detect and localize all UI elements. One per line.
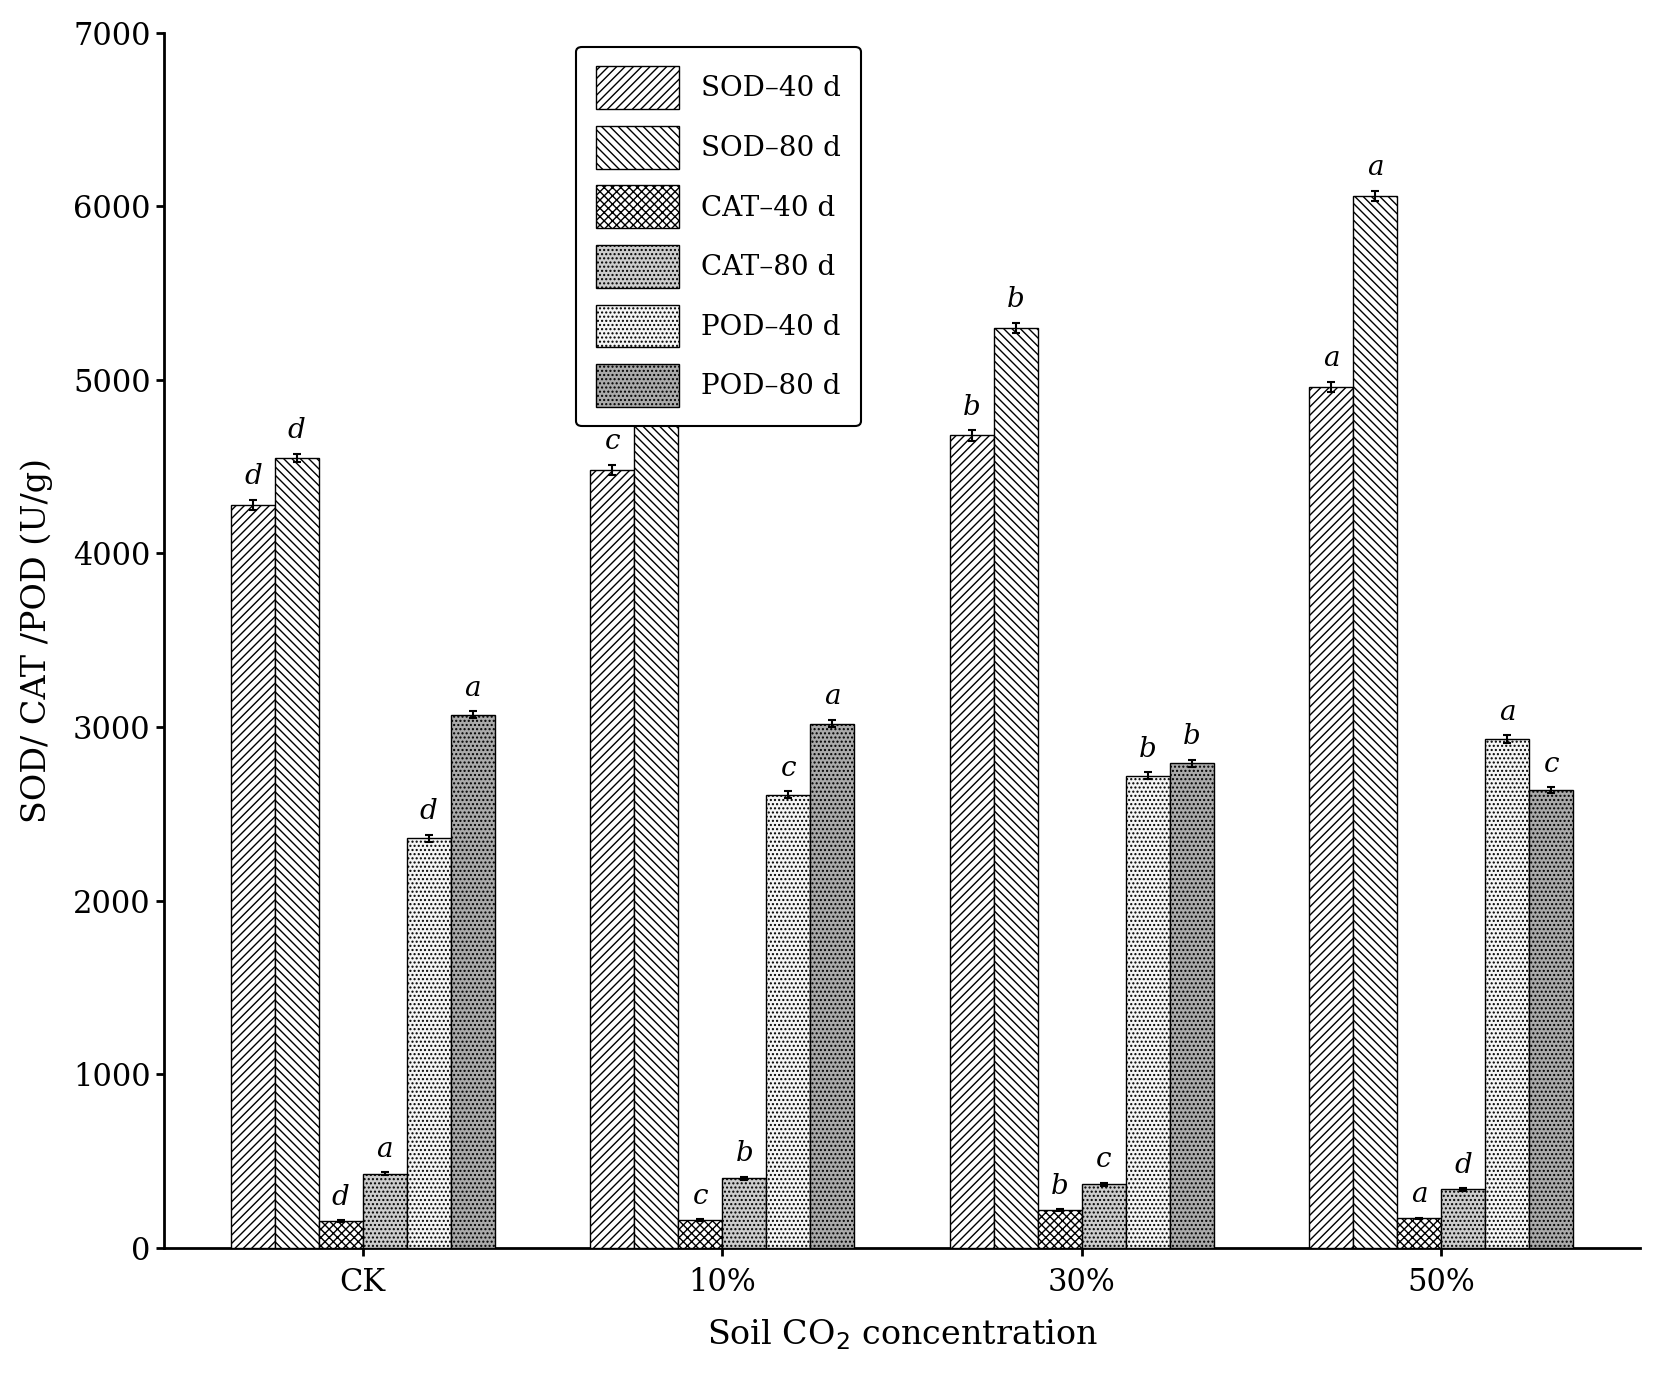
Bar [1169,763,1214,1248]
Bar [274,459,319,1248]
Text: a: a [1367,154,1384,181]
X-axis label: Soil CO$_2$ concentration: Soil CO$_2$ concentration [706,1318,1098,1352]
Bar [231,505,274,1248]
Bar [319,1221,362,1248]
Text: a: a [377,1135,394,1163]
Legend: SOD–40 d, SOD–80 d, CAT–40 d, CAT–80 d, POD–40 d, POD–80 d: SOD–40 d, SOD–80 d, CAT–40 d, CAT–80 d, … [576,47,860,427]
Bar [766,795,811,1248]
Text: c: c [781,755,796,781]
Bar [678,1221,723,1248]
Bar [450,715,495,1248]
Bar [362,1174,407,1248]
Text: a: a [1498,699,1515,726]
Text: b: b [1183,724,1201,751]
Bar [723,1178,766,1248]
Text: c: c [1096,1146,1111,1174]
Text: a: a [1322,345,1339,372]
Bar [1530,791,1573,1248]
Text: c: c [648,354,664,382]
Text: d: d [244,463,262,490]
Text: b: b [963,394,980,420]
Text: d: d [332,1184,350,1211]
Bar [1442,1189,1485,1248]
Text: c: c [605,428,620,456]
Text: b: b [1139,736,1156,763]
Bar [811,724,854,1248]
Bar [1397,1218,1442,1248]
Text: d: d [420,798,437,825]
Bar [590,470,635,1248]
Text: b: b [1007,287,1025,313]
Text: a: a [465,674,482,702]
Text: b: b [1051,1173,1068,1200]
Bar [1354,196,1397,1248]
Bar [950,435,993,1248]
Text: d: d [287,417,306,443]
Bar [1485,739,1530,1248]
Text: b: b [736,1140,752,1167]
Text: c: c [1543,751,1558,777]
Bar [1081,1185,1126,1248]
Bar [407,838,450,1248]
Bar [1309,387,1354,1248]
Bar [635,395,678,1248]
Bar [993,328,1038,1248]
Text: d: d [1455,1152,1472,1178]
Bar [1126,776,1169,1248]
Text: a: a [824,684,840,710]
Y-axis label: SOD/ CAT /POD (U/g): SOD/ CAT /POD (U/g) [22,457,53,822]
Text: a: a [1410,1181,1427,1208]
Bar [1038,1210,1081,1248]
Text: c: c [693,1182,708,1210]
